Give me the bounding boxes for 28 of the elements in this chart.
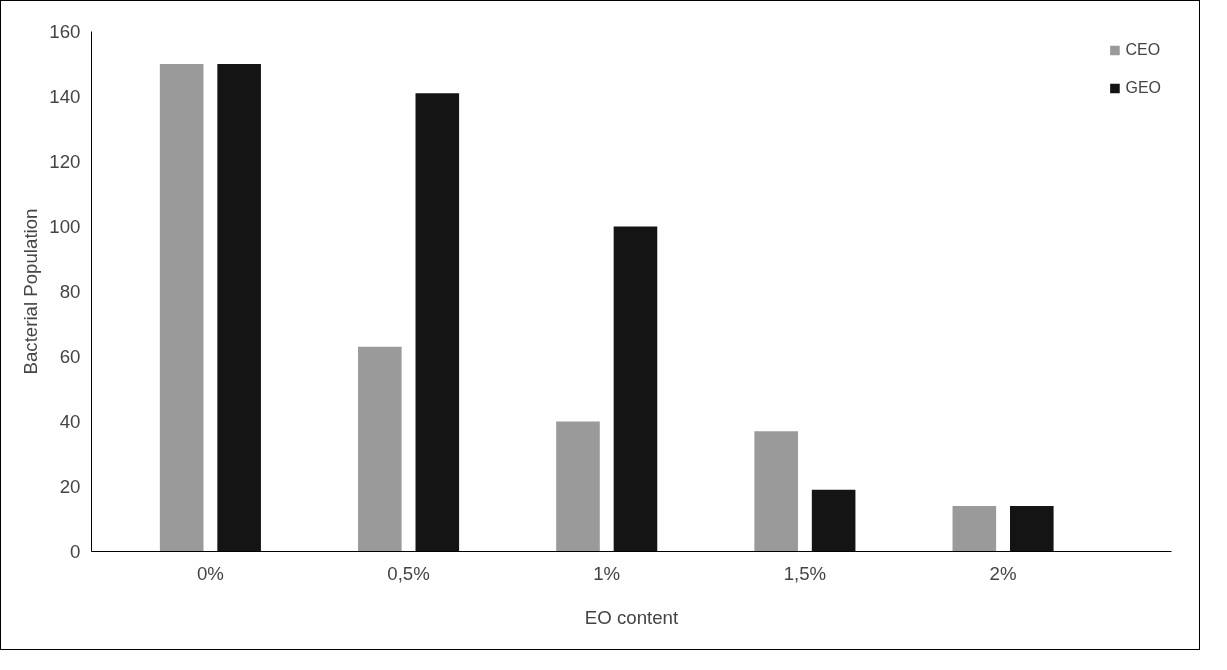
legend-label: CEO <box>1125 41 1161 59</box>
y-tick-label: 80 <box>59 281 81 302</box>
y-tick-label: 0 <box>70 541 81 562</box>
y-tick-label: 20 <box>59 476 81 497</box>
bar <box>159 64 204 552</box>
y-tick-label: 140 <box>49 86 81 107</box>
y-tick-label: 60 <box>59 346 81 367</box>
x-tick-label: 0,5% <box>387 562 430 584</box>
bar <box>613 226 658 552</box>
y-tick-label: 120 <box>49 151 81 172</box>
x-tick-label: 2% <box>989 562 1017 584</box>
x-tick-label: 1,5% <box>783 562 827 584</box>
legend-label: GEO <box>1125 79 1161 97</box>
bar <box>217 64 261 552</box>
bar <box>358 346 402 552</box>
y-axis-title: Bacterial Population <box>20 208 42 375</box>
y-tick-label: 160 <box>49 21 81 42</box>
bar <box>415 93 460 552</box>
y-tick-label: 40 <box>59 411 81 432</box>
bar <box>556 421 600 552</box>
x-tick-label: 0% <box>196 562 224 584</box>
bar <box>952 506 997 552</box>
bar <box>1010 506 1054 552</box>
y-tick-label: 100 <box>49 216 81 237</box>
x-tick-label: 1% <box>593 562 621 584</box>
bar <box>754 431 798 552</box>
x-axis-title: EO content <box>584 606 679 628</box>
bar <box>811 489 856 552</box>
